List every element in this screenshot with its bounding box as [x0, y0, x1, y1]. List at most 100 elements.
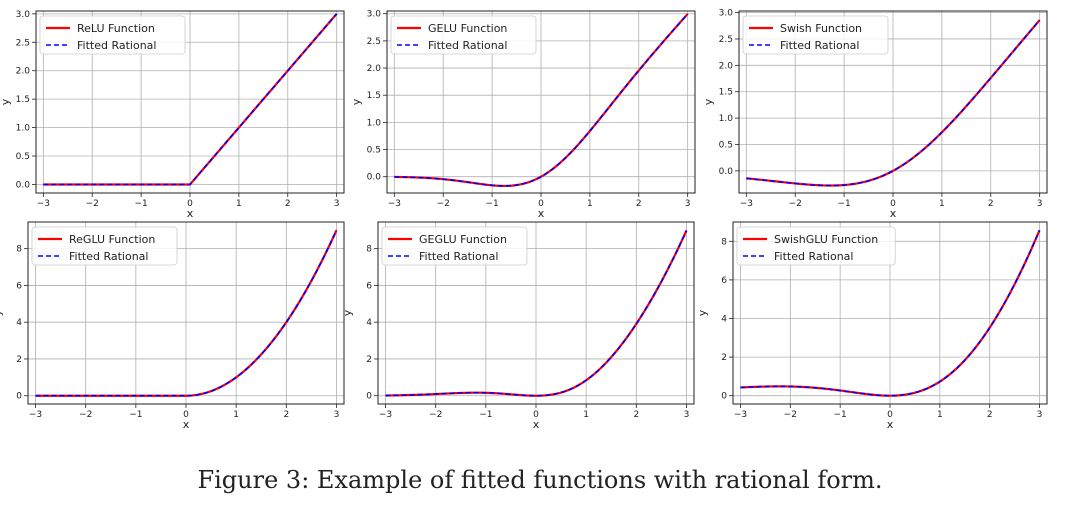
- legend-label: Fitted Rational: [780, 39, 859, 52]
- y-axis-label: y: [696, 309, 709, 316]
- x-tick-label: 2: [988, 199, 994, 209]
- x-tick-label: −1: [479, 410, 492, 420]
- y-tick-label: 1.0: [719, 114, 734, 124]
- x-tick-label: 2: [636, 199, 642, 209]
- y-tick-label: 4: [721, 315, 727, 325]
- y-tick-label: 4: [366, 318, 372, 328]
- legend-box: [736, 226, 896, 266]
- y-tick-label: 0: [16, 392, 22, 402]
- x-axis-label: x: [890, 207, 897, 220]
- y-tick-label: 1.5: [367, 91, 381, 101]
- x-tick-label: −1: [129, 410, 142, 420]
- y-tick-label: 8: [721, 237, 727, 247]
- legend-label: Swish Function: [780, 22, 862, 35]
- x-tick-label: 3: [334, 199, 340, 209]
- legend-box: [39, 15, 186, 55]
- x-tick-label: 3: [684, 410, 690, 420]
- y-axis-label: y: [702, 98, 715, 105]
- x-tick-label: 0: [183, 410, 189, 420]
- series-line-fitted: [394, 13, 689, 187]
- legend-label: Fitted Rational: [419, 250, 498, 263]
- legend-label: ReGLU Function: [69, 233, 155, 246]
- y-tick-label: 0.5: [367, 146, 381, 156]
- series-line-fitted: [385, 230, 688, 397]
- legend-label: Fitted Rational: [428, 39, 507, 52]
- y-tick-label: 1.0: [367, 118, 382, 128]
- chart-panel-swishglu: −3 −2 −1 0 1 2 3 0 2 4 6 8 x y SwishGLU Function Fitted…: [696, 221, 1048, 431]
- x-tick-label: 1: [233, 410, 239, 420]
- series-line-fitted: [35, 229, 338, 397]
- x-tick-label: 0: [890, 199, 896, 209]
- legend-box: [381, 226, 528, 266]
- legend-label: GEGLU Function: [419, 233, 507, 246]
- x-tick-label: −2: [789, 199, 802, 209]
- y-tick-label: 0.5: [719, 140, 733, 150]
- y-tick-label: 6: [366, 281, 372, 291]
- legend-label: SwishGLU Function: [774, 233, 878, 246]
- y-tick-label: 3.0: [16, 10, 31, 20]
- y-axis-label: y: [0, 309, 4, 316]
- y-tick-label: 1.5: [16, 95, 30, 105]
- y-tick-label: 2: [16, 355, 22, 365]
- x-tick-label: 1: [939, 199, 945, 209]
- x-axis-label: x: [538, 207, 545, 220]
- y-tick-label: 6: [16, 281, 22, 291]
- y-tick-label: 1.0: [16, 124, 31, 134]
- series-line-fitted: [740, 229, 1041, 397]
- x-tick-label: 0: [187, 199, 193, 209]
- x-tick-label: 3: [1037, 410, 1043, 420]
- legend-label: ReLU Function: [77, 22, 155, 35]
- x-axis-label: x: [533, 418, 540, 431]
- y-tick-label: 0.0: [367, 173, 382, 183]
- x-tick-label: −1: [134, 199, 147, 209]
- series-line-fitted: [43, 13, 338, 186]
- x-axis-label: x: [887, 418, 894, 431]
- y-tick-label: 2.0: [719, 61, 734, 71]
- x-tick-label: −2: [784, 410, 797, 420]
- x-tick-label: 2: [283, 410, 289, 420]
- chart-panel-swish: −3 −2 −1 0 1 2 3 0.0 0.5 1.0 1.5 2.0 2.5 3.0 x y Swish F…: [702, 9, 1048, 220]
- y-tick-label: 8: [16, 245, 22, 255]
- x-tick-label: −1: [485, 199, 498, 209]
- x-tick-label: 1: [583, 410, 589, 420]
- x-tick-label: −3: [740, 199, 753, 209]
- x-tick-label: −2: [86, 199, 99, 209]
- legend-label: Fitted Rational: [77, 39, 156, 52]
- figure-caption: Figure 3: Example of fitted functions wi…: [197, 466, 883, 494]
- y-axis-label: y: [0, 98, 12, 105]
- legend-box: [742, 15, 889, 55]
- x-tick-label: 1: [236, 199, 242, 209]
- y-tick-label: 2.0: [16, 67, 31, 77]
- y-tick-label: 6: [721, 276, 727, 286]
- x-tick-label: 3: [334, 410, 340, 420]
- y-axis-label: y: [350, 98, 363, 105]
- y-tick-label: 0.5: [16, 152, 30, 162]
- x-tick-label: 0: [887, 410, 893, 420]
- x-tick-label: 2: [987, 410, 993, 420]
- chart-panel-reglu: −3 −2 −1 0 1 2 3 0 2 4 6 8 x y ReGLU Function Fitted Ra…: [0, 221, 345, 431]
- x-tick-label: −1: [834, 410, 847, 420]
- y-tick-label: 0: [366, 392, 372, 402]
- y-tick-label: 4: [16, 318, 22, 328]
- y-axis-label: y: [341, 309, 354, 316]
- y-tick-label: 1.5: [719, 88, 733, 98]
- legend-label: GELU Function: [428, 22, 507, 35]
- y-tick-label: 2.5: [367, 37, 381, 47]
- y-tick-label: 0: [721, 392, 727, 402]
- x-tick-label: −3: [29, 410, 42, 420]
- x-tick-label: −3: [37, 199, 50, 209]
- x-tick-label: 3: [1037, 199, 1043, 209]
- series-line-fitted: [746, 19, 1041, 187]
- legend-box: [390, 15, 537, 55]
- y-tick-label: 0.0: [719, 167, 734, 177]
- y-tick-label: 3.0: [367, 10, 382, 20]
- y-tick-label: 2.5: [16, 38, 30, 48]
- x-axis-label: x: [183, 418, 190, 431]
- legend-box: [31, 226, 178, 266]
- x-tick-label: 0: [533, 410, 539, 420]
- x-axis-label: x: [187, 207, 194, 220]
- y-tick-label: 8: [366, 245, 372, 255]
- x-tick-label: −1: [837, 199, 850, 209]
- legend-label: Fitted Rational: [774, 250, 853, 263]
